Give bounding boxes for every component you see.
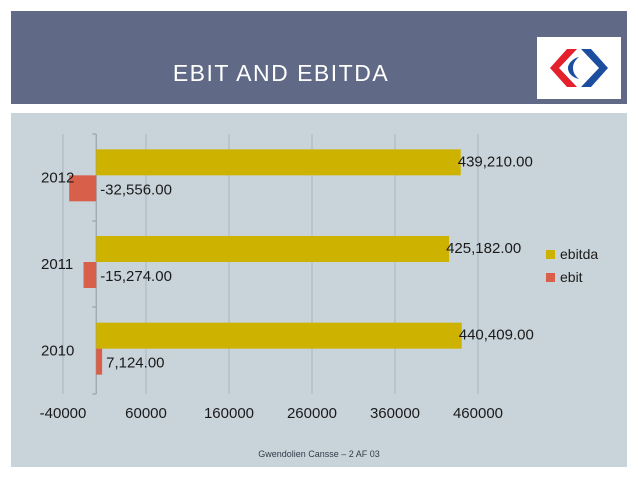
slide-footer: Gwendolien Cansse – 2 AF 03 xyxy=(258,449,380,459)
data-label-ebit: -15,274.00 xyxy=(100,268,172,285)
data-label-ebit: 7,124.00 xyxy=(106,355,164,372)
bar-ebitda xyxy=(96,149,461,176)
chart-panel: -40000 60000 160000 260000 360000 460000 2010 4… xyxy=(11,113,627,467)
bar-ebitda xyxy=(96,236,450,262)
y-category-label: 2012 xyxy=(41,169,74,186)
legend-swatch-ebit xyxy=(546,273,555,282)
y-category-label: 2011 xyxy=(41,256,73,273)
bar-ebit xyxy=(96,348,103,375)
title-band: EBIT AND EBITDA xyxy=(11,11,627,104)
bar-ebit xyxy=(69,175,97,202)
ebit-ebitda-chart: -40000 60000 160000 260000 360000 460000 2010 4… xyxy=(40,133,598,422)
data-label-ebitda: 425,182.00 xyxy=(446,240,521,257)
data-label-ebitda: 440,409.00 xyxy=(459,327,534,344)
data-label-ebitda: 439,210.00 xyxy=(458,153,533,170)
slide-title: EBIT AND EBITDA xyxy=(172,60,390,86)
data-label-ebit: -32,556.00 xyxy=(100,181,172,198)
logo-box xyxy=(537,37,621,99)
carrefour-logo-icon xyxy=(550,49,608,87)
x-tick-label: 260000 xyxy=(287,405,337,422)
legend-swatch-ebitda xyxy=(546,250,555,259)
x-tick-label: 60000 xyxy=(125,405,167,422)
x-tick-label: -40000 xyxy=(40,405,87,422)
legend-label-ebit: ebit xyxy=(560,269,583,285)
legend-label-ebitda: ebitda xyxy=(560,246,598,262)
bar-ebitda xyxy=(96,322,462,349)
x-tick-label: 160000 xyxy=(204,405,254,422)
x-tick-label: 460000 xyxy=(453,405,503,422)
bar-ebit xyxy=(83,262,97,288)
y-category-label: 2010 xyxy=(41,343,74,360)
x-tick-label: 360000 xyxy=(370,405,420,422)
